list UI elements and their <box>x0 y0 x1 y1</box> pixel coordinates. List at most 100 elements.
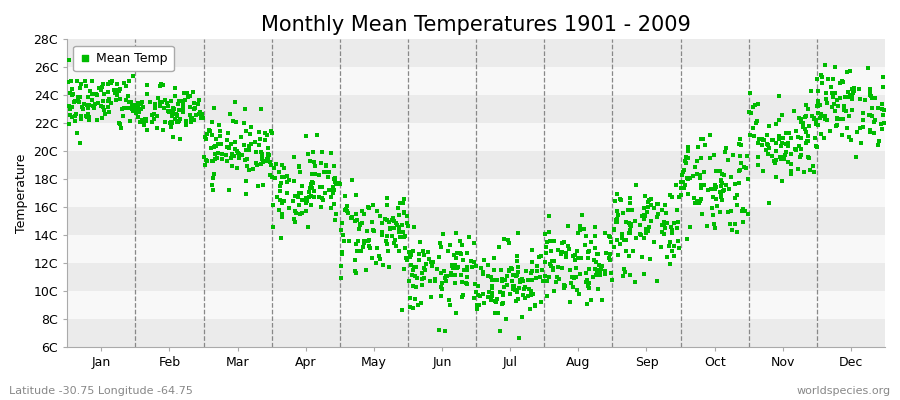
Point <box>397 234 411 240</box>
Point <box>638 212 652 219</box>
Point <box>546 288 561 294</box>
Point <box>145 112 159 118</box>
Point <box>716 172 731 178</box>
Point <box>302 194 316 200</box>
Point <box>416 248 430 254</box>
Point <box>136 104 150 110</box>
Point <box>355 220 369 226</box>
Point <box>280 173 294 179</box>
Point <box>443 242 457 248</box>
Point <box>359 267 374 274</box>
Point <box>772 117 787 124</box>
Point <box>164 98 178 104</box>
Point <box>677 167 691 174</box>
Point <box>853 95 868 102</box>
Point <box>502 266 517 273</box>
Point <box>410 263 424 270</box>
Point <box>134 101 148 107</box>
Bar <box>68 291 885 319</box>
Point <box>160 108 175 114</box>
Point <box>728 181 742 188</box>
Point <box>101 98 115 104</box>
Point <box>667 253 681 260</box>
Point <box>625 207 639 213</box>
Point <box>792 115 806 122</box>
Point <box>495 301 509 308</box>
Point <box>205 119 220 125</box>
Point <box>761 151 776 157</box>
Point <box>328 181 343 187</box>
Point <box>538 273 553 280</box>
Point <box>274 161 289 168</box>
Point <box>876 84 890 90</box>
Point <box>508 272 523 279</box>
Point <box>204 145 219 151</box>
Point <box>578 241 592 248</box>
Point <box>708 184 723 191</box>
Point <box>650 200 664 207</box>
Point <box>160 102 175 109</box>
Point <box>334 262 348 269</box>
Point <box>126 73 140 79</box>
Point <box>261 145 275 152</box>
Point <box>377 216 392 222</box>
Point <box>274 210 289 217</box>
Point <box>751 162 765 168</box>
Point <box>338 207 353 214</box>
Point <box>456 267 471 273</box>
Point <box>338 193 352 199</box>
Point <box>352 226 366 233</box>
Point <box>184 116 198 122</box>
Point <box>865 112 879 119</box>
Point <box>624 223 638 229</box>
Point <box>769 174 783 180</box>
Point <box>580 254 595 261</box>
Point <box>581 284 596 291</box>
Point <box>81 114 95 120</box>
Point <box>710 202 724 209</box>
Point <box>207 144 221 150</box>
Point <box>482 288 497 295</box>
Point <box>781 129 796 136</box>
Point <box>198 134 212 140</box>
Point <box>106 87 121 94</box>
Point <box>734 160 749 166</box>
Point <box>295 197 310 204</box>
Point <box>276 198 291 204</box>
Point <box>112 121 127 128</box>
Point <box>721 209 735 215</box>
Point <box>833 80 848 86</box>
Point <box>273 188 287 194</box>
Point <box>321 186 336 193</box>
Point <box>460 274 474 280</box>
Point <box>408 273 422 279</box>
Point <box>95 98 110 104</box>
Point <box>616 237 631 244</box>
Point <box>304 193 319 200</box>
Point <box>471 292 485 298</box>
Point <box>657 222 671 228</box>
Point <box>405 272 419 278</box>
Point <box>542 212 556 219</box>
Point <box>862 112 877 118</box>
Point <box>200 158 214 164</box>
Point <box>770 148 784 154</box>
Point <box>392 248 407 254</box>
Point <box>211 141 225 147</box>
Point <box>602 255 616 261</box>
Point <box>823 128 837 134</box>
Point <box>598 230 612 236</box>
Point <box>138 116 152 123</box>
Point <box>813 115 827 121</box>
Point <box>340 203 355 209</box>
Point <box>794 134 808 141</box>
Point <box>505 278 519 284</box>
Point <box>223 111 238 117</box>
Point <box>527 302 542 308</box>
Point <box>112 120 126 126</box>
Point <box>347 268 362 275</box>
Point <box>538 259 553 266</box>
Point <box>806 116 821 122</box>
Point <box>165 113 179 119</box>
Point <box>205 157 220 164</box>
